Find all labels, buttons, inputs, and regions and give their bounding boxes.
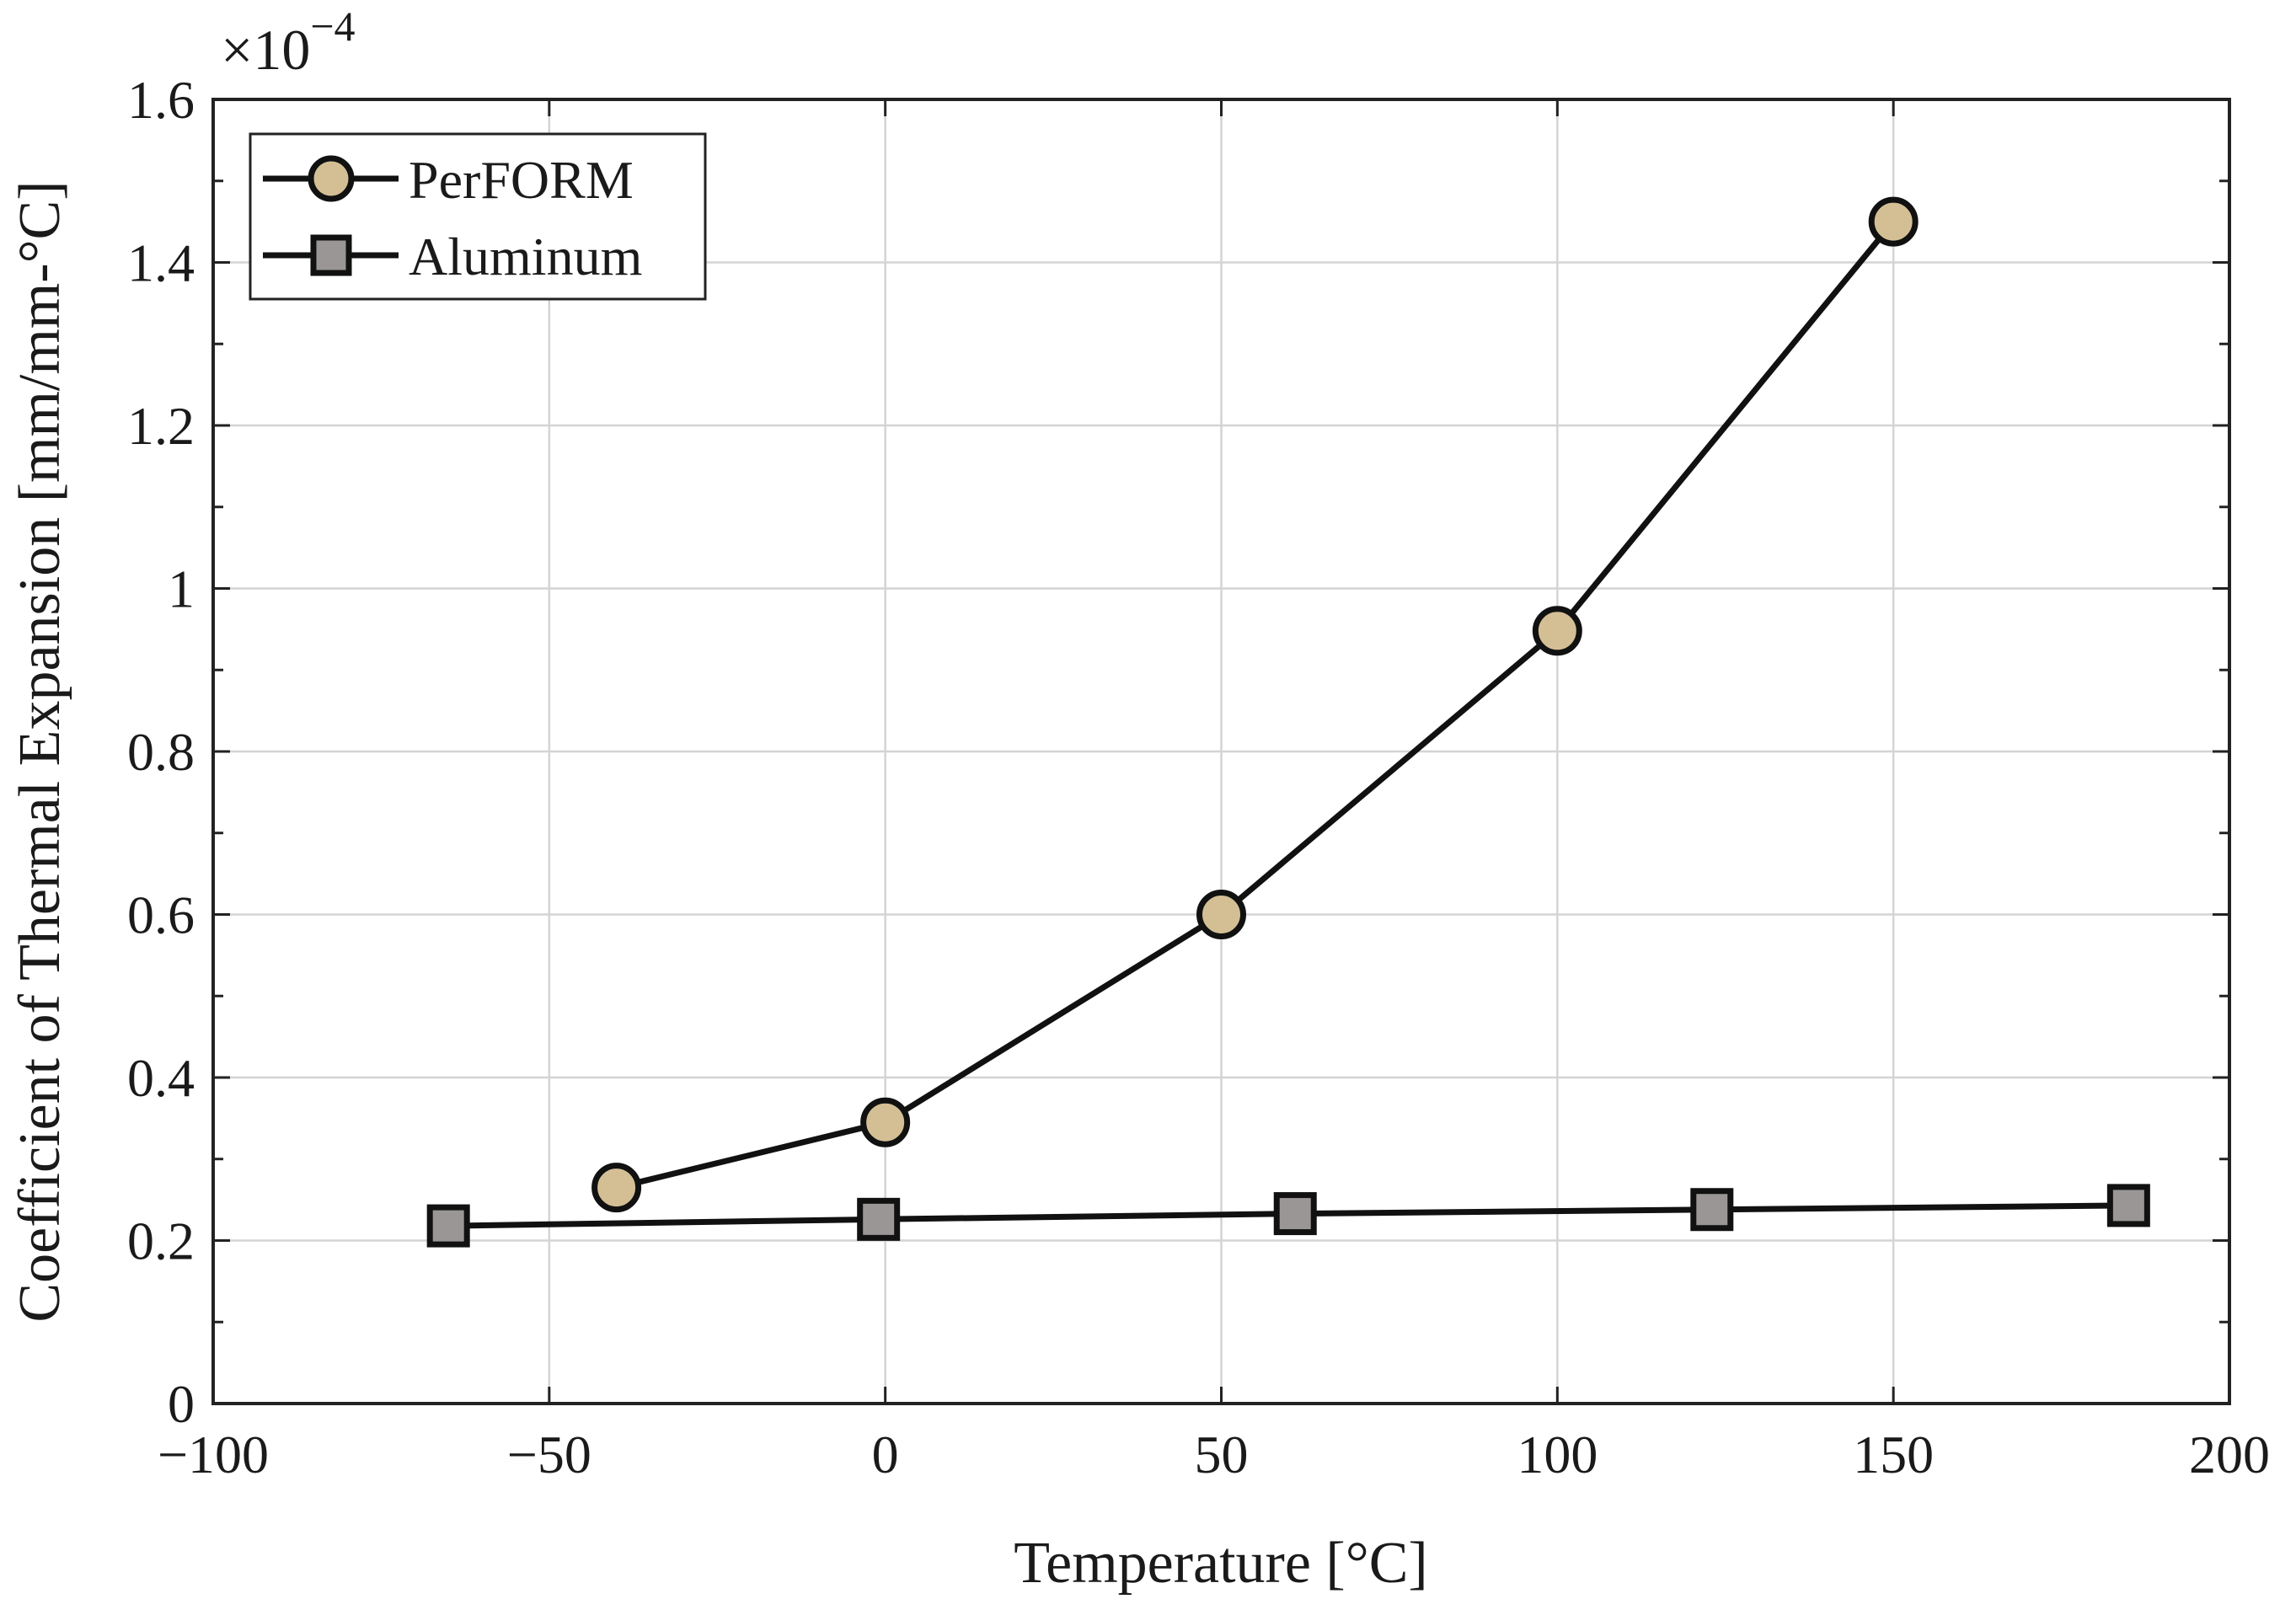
data-point-aluminum — [857, 1197, 901, 1241]
y-tick-label: 0 — [168, 1374, 195, 1434]
data-point-perform — [1868, 196, 1919, 247]
series-perform — [591, 196, 1919, 1213]
x-tick-label: 50 — [1195, 1425, 1249, 1484]
series-layer — [426, 196, 2150, 1248]
y-tick-label: 0.6 — [127, 885, 195, 945]
y-tick-label: 0.4 — [127, 1048, 195, 1108]
series-aluminum — [426, 1184, 2150, 1248]
data-point-aluminum — [1690, 1188, 1734, 1232]
y-tick-label: 0.2 — [127, 1211, 195, 1271]
y-tick-label: 0.8 — [127, 722, 195, 782]
legend: PerFORM Aluminum — [249, 132, 707, 301]
y-exponent-label: ×10−4 — [221, 3, 356, 82]
x-tick-label: 0 — [872, 1425, 899, 1484]
y-axis-title: Coefficient of Thermal Expansion [mm/mm-… — [8, 180, 72, 1322]
plot-frame — [211, 98, 2231, 1405]
legend-marker-perform — [308, 155, 355, 202]
x-axis-title: Temperature [°C] — [1014, 1531, 1427, 1596]
x-tick-label: −50 — [507, 1425, 591, 1484]
y-tick-label: 1.4 — [127, 233, 195, 293]
x-tick-label: 150 — [1853, 1425, 1934, 1484]
y-tick-label: 1 — [168, 559, 195, 619]
y-exponent-power: −4 — [310, 3, 355, 50]
legend-label-perform: PerFORM — [409, 150, 634, 210]
data-point-aluminum — [2106, 1184, 2150, 1227]
x-tick-labels: −100 −50 0 50 100 150 200 — [158, 1425, 2270, 1484]
y-exponent-prefix: ×10 — [221, 18, 310, 82]
data-point-aluminum — [426, 1204, 470, 1248]
data-point-aluminum — [1273, 1192, 1317, 1236]
data-point-perform — [860, 1097, 911, 1147]
data-point-perform — [1196, 890, 1246, 939]
legend-marker-aluminum — [310, 234, 352, 276]
y-tick-label: 1.2 — [127, 396, 195, 456]
x-tick-label: −100 — [158, 1425, 269, 1484]
x-tick-label: 200 — [2189, 1425, 2270, 1484]
legend-label-aluminum: Aluminum — [409, 227, 642, 286]
x-tick-label: 100 — [1517, 1425, 1598, 1484]
data-point-perform — [1532, 606, 1582, 656]
y-tick-label: 1.6 — [127, 70, 195, 130]
data-point-perform — [591, 1163, 642, 1213]
y-tick-labels: 0 0.2 0.4 0.6 0.8 1 1.2 1.4 1.6 — [127, 70, 195, 1434]
